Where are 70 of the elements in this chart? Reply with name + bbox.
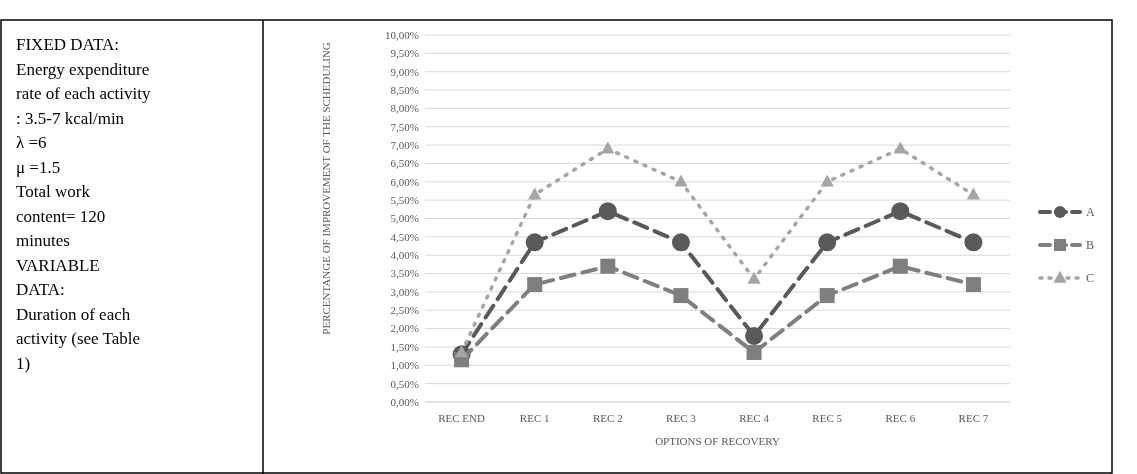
point <box>745 326 764 345</box>
y-tick-label: 9,00% <box>390 65 419 78</box>
text: 1) <box>16 353 31 373</box>
y-tick-label: 2,50% <box>390 304 419 317</box>
x-tick-label: REC 2 <box>592 412 623 424</box>
text: rate of each activity <box>16 84 152 103</box>
y-tick-label: 2,00% <box>390 322 419 335</box>
legend-label: B <box>1086 238 1095 253</box>
point <box>528 187 542 200</box>
point <box>966 187 981 200</box>
y-tick-label: 5,50% <box>390 194 419 206</box>
point <box>964 233 983 252</box>
x-tick-label: REC 6 <box>885 412 916 424</box>
y-tick-label: 8,50% <box>390 83 419 96</box>
y-tick-label: 4,00% <box>390 249 419 262</box>
x-tick-label: REC 3 <box>666 412 697 424</box>
x-tick-label: REC 1 <box>519 412 550 424</box>
legend-label: A <box>1086 205 1095 220</box>
y-tick-label: 1,50% <box>390 340 419 353</box>
y-tick-label: 7,00% <box>390 138 419 151</box>
x-tick-label: REC 4 <box>739 412 770 424</box>
point <box>673 288 689 304</box>
y-tick-label: 3,00% <box>390 285 419 298</box>
point <box>600 258 616 274</box>
x-axis-title: OPTIONS OF RECOVERY <box>655 435 780 447</box>
text: μ =1.5 <box>16 157 61 177</box>
y-tick-label: 9,50% <box>390 47 419 60</box>
text: Duration of each <box>16 304 131 324</box>
x-tick-label: REC END <box>438 412 485 424</box>
point <box>820 174 834 187</box>
point <box>527 277 543 293</box>
text: DATA: <box>16 280 65 299</box>
legend-label: C <box>1086 271 1095 286</box>
text: Total work <box>16 182 91 201</box>
x-tick-label: REC 5 <box>812 412 843 424</box>
point <box>965 277 981 293</box>
text: content= 120 <box>16 206 106 226</box>
point <box>671 233 690 252</box>
text: minutes <box>16 231 70 250</box>
text: VARIABLE <box>16 255 100 275</box>
text: Energy expenditure <box>16 59 150 79</box>
y-tick-label: 8,00% <box>390 102 419 115</box>
text: FIXED DATA: <box>16 35 119 54</box>
point <box>601 141 615 154</box>
y-tick-label: 5,00% <box>390 212 419 225</box>
y-tick-label: 0,50% <box>390 377 419 390</box>
y-tick-label: 4,50% <box>390 230 419 243</box>
point <box>891 202 910 221</box>
text: activity (see Table <box>16 329 141 348</box>
point <box>818 233 837 252</box>
point <box>893 141 907 154</box>
text: : 3.5-7 kcal/min <box>16 108 125 128</box>
point <box>674 174 688 187</box>
point <box>746 344 762 360</box>
point <box>819 288 835 304</box>
point <box>525 233 544 252</box>
y-tick-label: 10,00% <box>385 28 419 41</box>
y-tick-label: 3,50% <box>390 267 419 280</box>
point <box>454 345 469 358</box>
y-tick-label: 6,50% <box>390 157 419 170</box>
y-tick-label: 1,00% <box>390 359 419 372</box>
y-tick-label: 6,00% <box>390 175 419 188</box>
text: λ =6 <box>16 133 47 152</box>
point <box>598 202 617 221</box>
point <box>892 258 908 274</box>
y-axis-title: PERCENTANGE OF IMPROVEMENT OF THE SCHEDULING <box>320 42 332 335</box>
y-tick-label: 7,50% <box>390 120 419 133</box>
y-tick-label: 0,00% <box>390 395 419 408</box>
point <box>747 271 761 284</box>
x-tick-label: REC 7 <box>958 412 989 424</box>
